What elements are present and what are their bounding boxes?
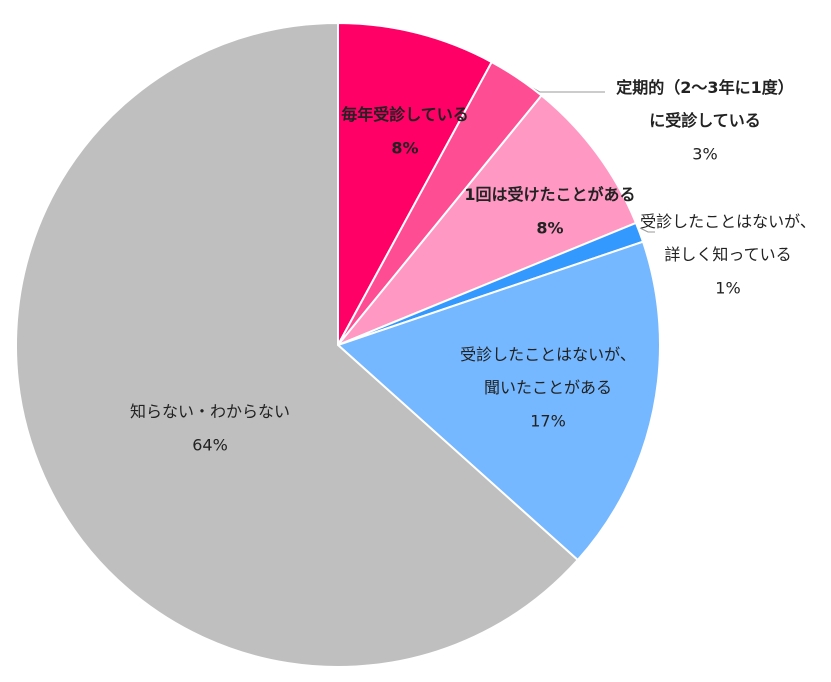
slice-label: 知らない・わからない xyxy=(130,402,290,421)
slices xyxy=(15,21,661,668)
value-label: 1% xyxy=(715,279,740,298)
slice-label: 受診したことはないが、聞いたことがある xyxy=(460,345,636,397)
slice-label: 受診したことはないが、詳しく知っている xyxy=(640,212,816,264)
value-label: 8% xyxy=(391,139,418,158)
pie-slice xyxy=(15,21,580,668)
value-label: 17% xyxy=(530,412,566,431)
slice-label: 毎年受診している xyxy=(341,105,469,124)
value-label: 8% xyxy=(536,219,563,238)
value-label: 3% xyxy=(692,145,717,164)
pie-slice xyxy=(337,21,494,346)
pie-slice xyxy=(337,94,638,346)
value-label: 64% xyxy=(192,436,228,455)
slice-label: 1回は受けたことがある xyxy=(464,185,635,204)
leader-line xyxy=(639,227,655,233)
slice-label: 定期的（2～3年に1度）に受診している xyxy=(615,78,793,130)
pie-slice xyxy=(336,240,661,562)
